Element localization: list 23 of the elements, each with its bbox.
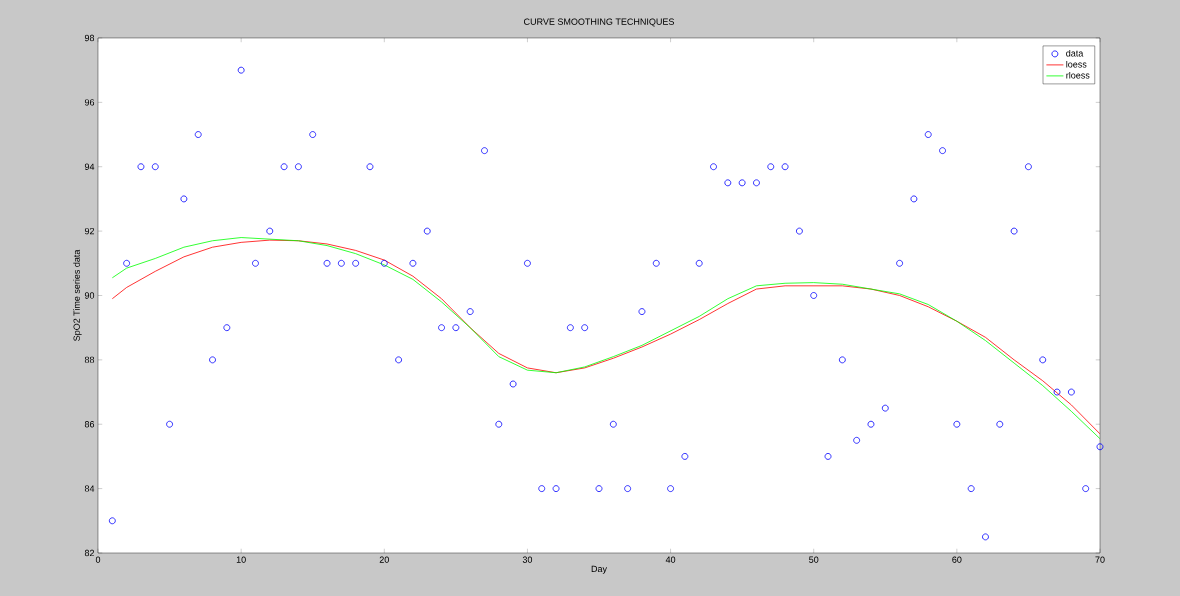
x-tick-label: 50 (809, 556, 819, 563)
x-tick-label: 40 (665, 556, 676, 563)
y-tick-label: 84 (84, 485, 95, 492)
x-tick-label: 0 (95, 556, 101, 563)
legend-label: loess (1066, 60, 1087, 68)
x-tick-label: 20 (379, 556, 389, 563)
legend-label: data (1066, 49, 1084, 57)
y-tick-label: 96 (84, 99, 95, 106)
y-tick-label: 94 (84, 163, 95, 170)
x-tick-label: 60 (952, 556, 962, 563)
x-tick-label: 70 (1095, 556, 1105, 563)
y-axis-title: SpO2 Time series data (73, 249, 82, 341)
legend-label: rloess (1066, 71, 1090, 79)
x-tick-label: 10 (236, 556, 246, 563)
x-tick-label: 30 (522, 556, 533, 563)
y-tick-label: 92 (84, 227, 95, 235)
x-axis-title: Day (591, 565, 607, 574)
y-tick-label: 86 (84, 421, 95, 428)
y-tick-label: 90 (84, 292, 95, 299)
chart-title: CURVE SMOOTHING TECHNIQUES (524, 18, 675, 27)
y-tick-label: 82 (84, 549, 95, 557)
y-tick-label: 88 (84, 356, 95, 364)
y-tick-label: 98 (84, 34, 95, 42)
